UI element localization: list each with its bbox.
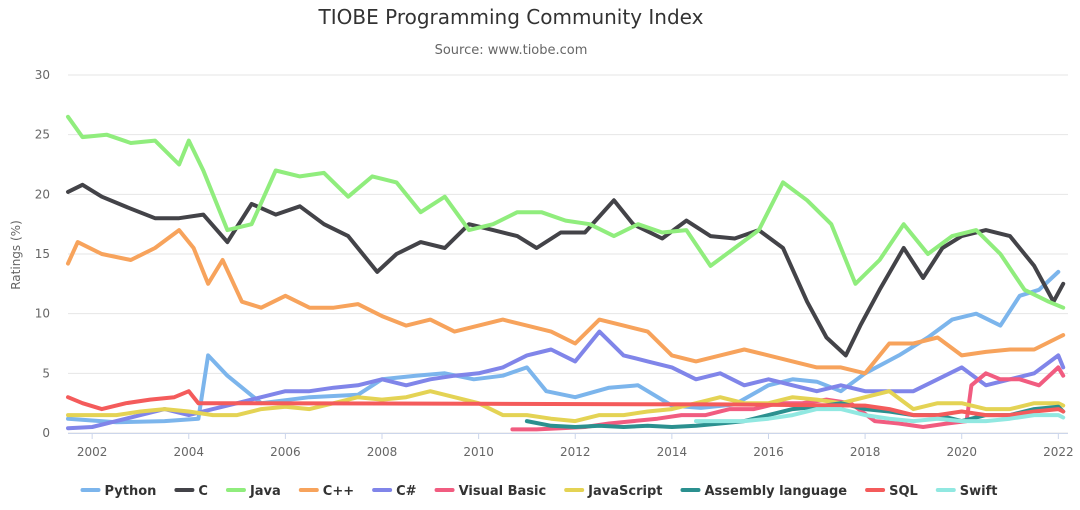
grid-lines [68, 74, 1068, 434]
x-tick-label: 2010 [463, 445, 494, 459]
y-axis-title: Ratings (%) [9, 220, 23, 290]
x-tick-label: 2016 [753, 445, 784, 459]
legend-label: Assembly language [704, 484, 847, 499]
legend-label: JavaScript [587, 484, 662, 499]
series-line-javascript[interactable] [66, 389, 1066, 424]
y-tick-label: 0 [42, 426, 50, 440]
legend-item-swift[interactable]: Swift [935, 484, 998, 499]
y-tick-label: 20 [35, 187, 50, 201]
legend-item-c-[interactable]: C++ [298, 484, 354, 499]
legend-item-c[interactable]: C [174, 484, 208, 499]
y-tick-label: 25 [35, 128, 50, 142]
legend-item-python[interactable]: Python [80, 484, 157, 499]
series-line-c-[interactable] [66, 228, 1066, 376]
legend-label: C [198, 484, 208, 499]
x-tick-label: 2012 [560, 445, 591, 459]
y-tick-label: 30 [35, 68, 50, 82]
chart-title: TIOBE Programming Community Index [318, 5, 704, 29]
x-tick-label: 2018 [850, 445, 881, 459]
x-tick-label: 2008 [367, 445, 398, 459]
x-axis-ticks: 2002 2004 2006 2008 2010 2012 2014 2016 2018 2020… [77, 433, 1074, 459]
x-tick-label: 2014 [657, 445, 688, 459]
legend-item-java[interactable]: Java [225, 484, 281, 499]
chart-subtitle: Source: www.tiobe.com [435, 43, 588, 58]
series-line-python[interactable] [66, 269, 1061, 425]
series-line-java[interactable] [66, 114, 1066, 310]
legend-item-assembly-language[interactable]: Assembly language [680, 484, 847, 499]
legend-label: C++ [323, 484, 354, 499]
legend-label: Swift [960, 484, 998, 499]
legend-item-visual-basic[interactable]: Visual Basic [434, 484, 547, 499]
plot-area [66, 114, 1066, 432]
x-tick-label: 2020 [946, 445, 977, 459]
y-tick-label: 10 [35, 307, 50, 321]
x-tick-label: 2002 [77, 445, 108, 459]
series-line-swift[interactable] [694, 407, 1066, 424]
x-tick-label: 2022 [1043, 445, 1074, 459]
legend-item-c-[interactable]: C# [372, 484, 417, 499]
legend-label: SQL [889, 484, 918, 499]
legend-label: Visual Basic [459, 484, 547, 499]
legend-label: Python [105, 484, 157, 499]
y-axis-ticks: 0 5 10 15 20 25 30 [35, 68, 50, 440]
y-tick-label: 15 [35, 247, 50, 261]
legend: Python C Java C++ C# Visual Basic JavaScript As… [80, 484, 998, 499]
series-line-sql[interactable] [66, 389, 1066, 418]
legend-item-sql[interactable]: SQL [865, 484, 918, 499]
x-tick-label: 2006 [270, 445, 301, 459]
legend-item-javascript[interactable]: JavaScript [564, 484, 662, 499]
legend-label: C# [396, 484, 417, 499]
x-tick-label: 2004 [173, 445, 204, 459]
legend-label: Java [249, 484, 281, 499]
y-tick-label: 5 [42, 366, 50, 380]
